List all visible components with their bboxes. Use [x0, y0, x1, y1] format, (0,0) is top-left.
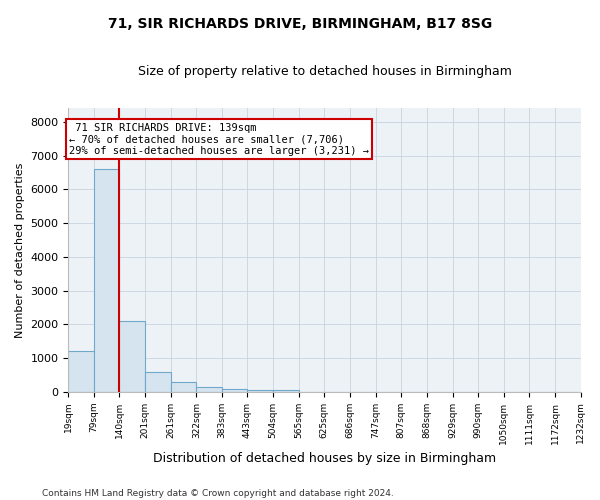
Bar [247, 390, 273, 392]
Title: Size of property relative to detached houses in Birmingham: Size of property relative to detached ho… [137, 65, 511, 78]
Bar [196, 387, 222, 392]
X-axis label: Distribution of detached houses by size in Birmingham: Distribution of detached houses by size … [153, 452, 496, 465]
Text: 71, SIR RICHARDS DRIVE, BIRMINGHAM, B17 8SG: 71, SIR RICHARDS DRIVE, BIRMINGHAM, B17 … [108, 18, 492, 32]
Text: Contains HM Land Registry data © Crown copyright and database right 2024.: Contains HM Land Registry data © Crown c… [42, 488, 394, 498]
Bar [273, 390, 299, 392]
Bar [222, 390, 247, 392]
Y-axis label: Number of detached properties: Number of detached properties [15, 162, 25, 338]
Bar [68, 352, 94, 392]
Bar [119, 321, 145, 392]
Bar [145, 372, 170, 392]
Text: 71 SIR RICHARDS DRIVE: 139sqm
← 70% of detached houses are smaller (7,706)
29% o: 71 SIR RICHARDS DRIVE: 139sqm ← 70% of d… [69, 122, 369, 156]
Bar [170, 382, 196, 392]
Bar [94, 169, 119, 392]
